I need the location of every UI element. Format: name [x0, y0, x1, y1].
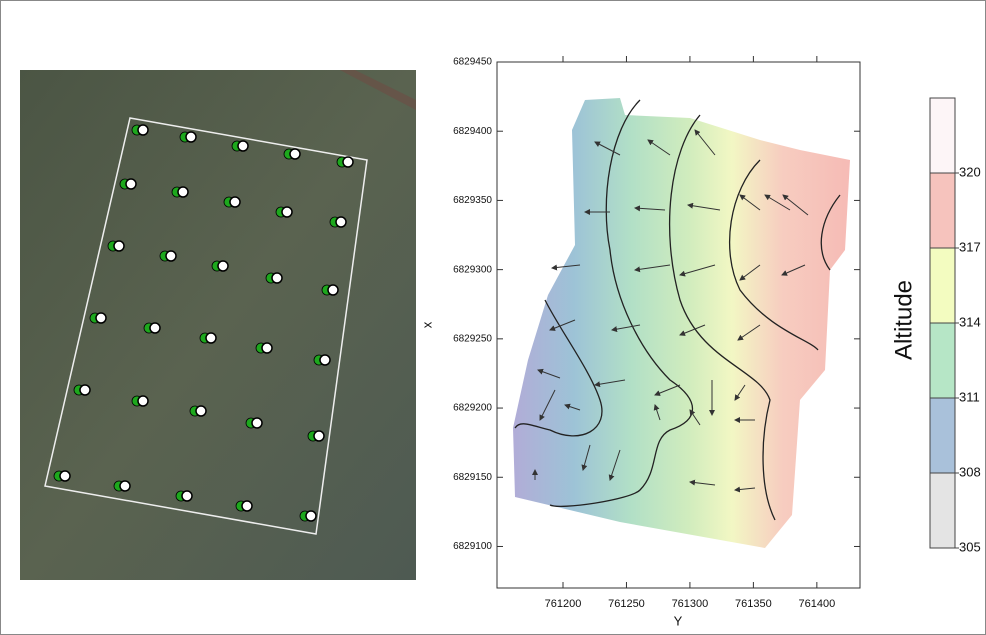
y-tick-label: 6829100 [453, 541, 492, 552]
marker-white [80, 385, 90, 395]
marker-white [166, 251, 176, 261]
marker-white [196, 406, 206, 416]
y-tick-label: 6829450 [453, 57, 492, 68]
marker-white [138, 396, 148, 406]
colorbar-segment [930, 98, 955, 173]
y-tick-label: 6829200 [453, 403, 492, 414]
marker-white [272, 273, 282, 283]
marker-white [242, 501, 252, 511]
figure: 761200 761250 761300 761350 761400 6829100 682… [0, 0, 986, 635]
y-axis-label: x [419, 321, 434, 328]
colorbar-tick-label: 311 [959, 389, 980, 404]
marker-white [60, 471, 70, 481]
marker-white [218, 261, 228, 271]
colorbar-tick-label: 314 [959, 314, 981, 329]
colorbar-tick-label: 305 [959, 539, 981, 554]
marker-white [282, 207, 292, 217]
marker-white [120, 481, 130, 491]
x-tick-label: 761350 [735, 598, 772, 610]
marker-white [114, 241, 124, 251]
marker-white [230, 197, 240, 207]
colorbar-segment [930, 398, 955, 473]
contour-plot: 761200 761250 761300 761350 761400 6829100 682… [453, 56, 860, 610]
marker-white [126, 179, 136, 189]
y-tick-label: 6829300 [453, 264, 492, 275]
x-tick-label: 761400 [798, 598, 835, 610]
marker-white [206, 333, 216, 343]
marker-white [336, 217, 346, 227]
colorbar-segment [930, 323, 955, 398]
marker-white [262, 343, 272, 353]
marker-white [138, 125, 148, 135]
colorbar: 305 308 311 314 317 320 [930, 98, 981, 554]
y-tick-label: 6829350 [453, 195, 492, 206]
colorbar-segment [930, 473, 955, 548]
marker-white [238, 141, 248, 151]
colorbar-segment [930, 173, 955, 248]
y-tick-label: 6829400 [453, 126, 492, 137]
colorbar-tick-label: 317 [959, 239, 981, 254]
colorbar-segment [930, 248, 955, 323]
marker-white [186, 132, 196, 142]
marker-white [328, 285, 338, 295]
marker-white [150, 323, 160, 333]
y-tick-label: 6829150 [453, 472, 492, 483]
marker-white [306, 511, 316, 521]
colorbar-tick-label: 308 [959, 464, 981, 479]
marker-white [320, 355, 330, 365]
marker-white [314, 431, 324, 441]
x-tick-label: 761300 [672, 598, 709, 610]
marker-white [290, 149, 300, 159]
colorbar-tick-label: 320 [959, 164, 981, 179]
x-tick-label: 761200 [545, 598, 582, 610]
colorbar-label: Altitude [890, 280, 917, 360]
marker-white [252, 418, 262, 428]
y-tick-label: 6829250 [453, 333, 492, 344]
marker-white [343, 157, 353, 167]
marker-white [178, 187, 188, 197]
x-axis-label: Y [674, 613, 683, 628]
x-tick-label: 761250 [608, 598, 645, 610]
satellite-image [20, 70, 416, 580]
marker-white [96, 313, 106, 323]
marker-white [182, 491, 192, 501]
